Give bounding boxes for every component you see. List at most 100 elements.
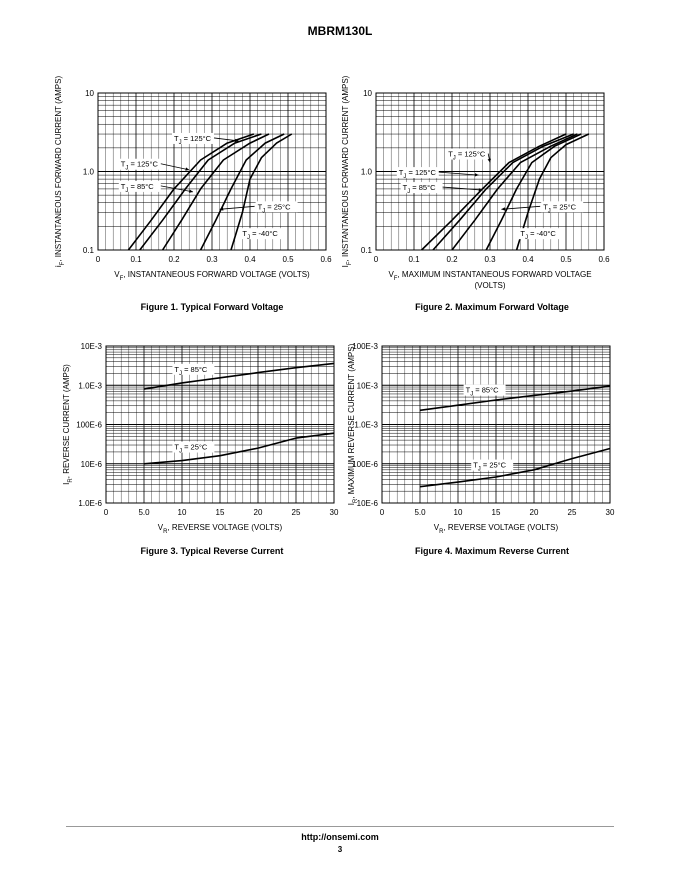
series-line [419,385,611,412]
x-axis-label: VR, REVERSE VOLTAGE (VOLTS) [434,523,559,535]
annotation-bg [396,167,439,179]
x-tick-label: 10 [178,508,187,517]
x-tick-label: 0.5 [282,255,294,264]
annotation-label: TJ = -40°C [520,229,556,241]
series-line [230,133,293,251]
annotation-bg [471,459,514,471]
x-tick-label: 0.1 [408,255,420,264]
page-title: MBRM130L [307,24,373,38]
annotation-leader [213,137,239,142]
x-tick-label: 0 [374,255,379,264]
x-axis-label: VR, REVERSE VOLTAGE (VOLTS) [158,523,283,535]
x-tick-label: 25 [568,508,577,517]
annotation-bg [518,228,561,240]
series-line [143,362,335,390]
figure-1-caption: Figure 1. Typical Forward Voltage [140,302,284,312]
annotation-leader [160,185,194,193]
y-axis-label: iF, INSTANTANEOUS FORWARD CURRENT (AMPS) [54,76,66,268]
x-tick-label: 0.3 [484,255,496,264]
x-tick-label: 20 [254,508,263,517]
x-axis-label-line2: (VOLTS) [475,281,506,290]
annotation-bg [118,158,161,170]
x-tick-label: 0.5 [560,255,572,264]
y-tick-label: 10E-6 [81,460,103,469]
y-tick-label: 100E-6 [352,460,378,469]
annotation-label: TJ = 125°C [448,150,486,162]
x-tick-label: 15 [216,508,225,517]
y-tick-label: 1.0 [361,168,373,177]
page-number: 3 [337,845,343,854]
annotation-arrowhead [478,188,483,192]
y-tick-label: 0.1 [83,246,95,255]
annotation-bg [172,441,215,453]
x-tick-label: 0 [380,508,385,517]
annotation-label: TJ = -40°C [242,229,278,241]
annotation-label: TJ = 85°C [174,365,207,377]
annotation-label: TJ = 125°C [174,134,212,146]
annotation-label: TJ = 85°C [466,386,499,398]
annotation-arrowhead [487,158,491,163]
annotation-bg [463,384,506,396]
x-tick-label: 25 [292,508,301,517]
annotation-arrowhead [189,189,193,193]
series-line [451,133,578,251]
series-line [421,133,567,251]
annotation-bg [446,148,489,160]
annotation-bg [541,201,584,213]
series-line [432,133,574,251]
y-tick-label: 10E-3 [81,342,103,351]
y-axis-label: IF, INSTANTANEOUS FORWARD CURRENT (AMPS) [341,75,353,267]
y-tick-label: 100E-3 [352,342,378,351]
annotation-leader [160,163,190,171]
annotation-bg [172,363,215,375]
footer-divider [66,826,614,827]
annotation-label: TJ = 85°C [403,183,436,195]
annotation-leader [219,205,255,210]
x-tick-label: 30 [330,508,339,517]
annotation-label: TJ = 25°C [258,202,291,214]
plot-frame [105,345,335,504]
series-line [419,447,611,488]
plot-frame [97,92,327,251]
y-tick-label: 1.0E-6 [78,499,102,508]
annotation-label: TJ = 25°C [543,202,576,214]
annotation-arrowhead [185,167,190,171]
footer-url: http://onsemi.com [301,832,379,842]
annotation-label: TJ = 85°C [121,182,154,194]
annotation-bg [240,228,283,240]
y-tick-label: 10 [85,89,94,98]
annotation-label: TJ = 125°C [121,160,159,172]
series-line [515,133,590,251]
x-tick-label: 0 [96,255,101,264]
x-axis-label: VF, INSTANTANEOUS FORWARD VOLTAGE (VOLTS… [114,270,310,282]
y-tick-label: 1.0E-3 [78,381,102,390]
y-tick-label: 10E-3 [357,381,379,390]
annotation-bg [400,182,443,194]
series-line [143,432,335,465]
annotation-arrowhead [474,173,479,177]
series-line [485,133,582,251]
plot-frame [381,345,611,504]
x-tick-label: 30 [606,508,615,517]
figure-2-caption: Figure 2. Maximum Forward Voltage [415,302,569,312]
annotation-leader [501,205,541,210]
x-tick-label: 10 [454,508,463,517]
x-tick-label: 0.4 [244,255,256,264]
series-line [161,133,270,251]
y-tick-label: 100E-6 [76,421,102,430]
x-tick-label: 0.4 [522,255,534,264]
x-tick-label: 5.0 [138,508,150,517]
annotation-arrowhead [234,138,239,143]
y-tick-label: 1.0 [83,168,95,177]
x-tick-label: 0.6 [320,255,332,264]
series-line [127,133,255,251]
y-axis-label: IR, MAXIMUM REVERSE CURRENT (AMPS) [347,343,359,505]
x-axis-label: VF, MAXIMUM INSTANTANEOUS FORWARD VOLTAG… [388,270,591,282]
x-tick-label: 0.3 [206,255,218,264]
annotation-label: TJ = 25°C [473,461,506,473]
x-tick-label: 0 [104,508,109,517]
x-tick-label: 0.1 [130,255,142,264]
